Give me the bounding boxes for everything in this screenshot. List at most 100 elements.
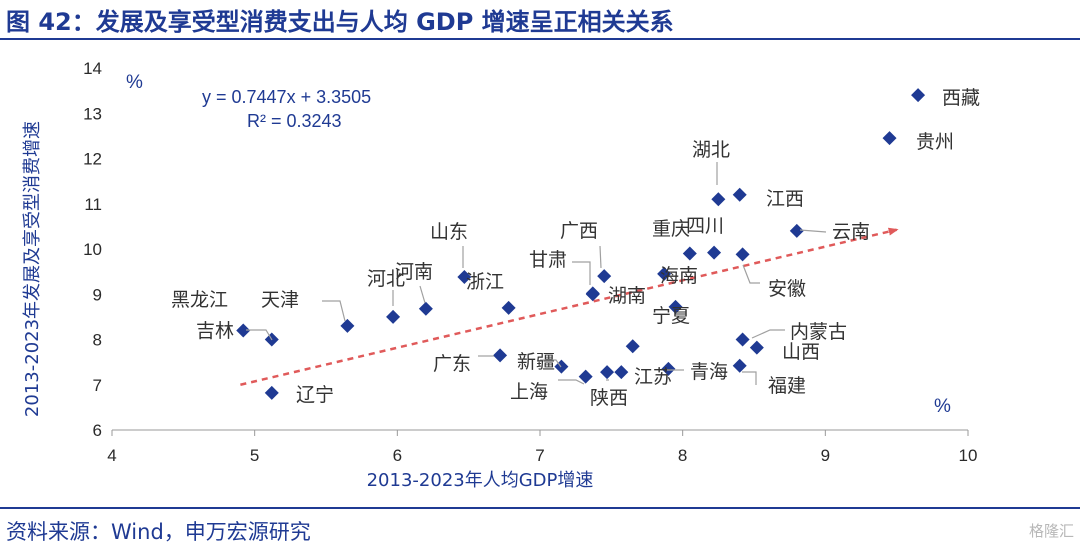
point-marker [732,358,747,373]
x-tick-label: 10 [959,446,978,465]
point-marker [264,385,279,400]
point-label: 福建 [768,375,806,397]
point-label: 西藏 [942,87,980,109]
x-tick-label: 9 [821,446,830,465]
point-marker [707,245,722,260]
point-marker [600,365,615,380]
point-marker [661,361,676,376]
leader-line [742,371,757,385]
point-marker [668,299,683,314]
point-label: 新疆 [517,351,555,373]
leader-line [572,261,591,285]
x-tick-label: 8 [678,446,687,465]
point-label: 广西 [560,220,598,242]
point-marker [657,266,672,281]
point-label: 重庆 [652,218,690,240]
point-marker [578,369,593,384]
leader-line [599,245,602,269]
point-label: 四川 [686,215,724,237]
x-tick-label: 5 [250,446,259,465]
leader-line [419,285,426,304]
point-label: 广东 [433,353,471,375]
footer-rule [0,507,1080,509]
point-marker [625,339,640,354]
point-marker [501,300,516,315]
point-label: 内蒙古 [790,321,847,343]
y-tick-label: 11 [84,195,102,214]
point-label: 海南 [660,265,698,287]
point-label: 山西 [782,341,820,363]
point-marker [418,301,433,316]
point-label: 吉林 [196,320,234,342]
point-label: 天津 [261,289,299,311]
x-tick-label: 7 [535,446,544,465]
point-label: 辽宁 [296,384,334,406]
point-label: 江苏 [634,366,672,388]
point-marker [236,323,251,338]
point-label: 贵州 [916,131,954,153]
point-marker [732,187,747,202]
point-marker [597,269,612,284]
title-rule [0,38,1080,40]
point-marker [789,223,804,238]
point-label: 湖北 [692,139,730,161]
x-tick-label: 6 [393,446,402,465]
y-tick-label: 10 [83,240,102,259]
y-tick-label: 13 [83,104,102,123]
point-label: 云南 [832,221,870,243]
point-label: 浙江 [466,271,504,293]
point-marker [882,131,897,146]
figure-title: 图 42：发展及享受型消费支出与人均 GDP 增速呈正相关关系 [6,8,674,36]
point-marker [585,286,600,301]
trendline-group [240,227,899,386]
point-label: 河南 [395,261,433,283]
leader-line [742,264,760,284]
regression-equation: y = 0.7447x + 3.3505 [202,87,371,107]
point-label: 青海 [690,361,728,383]
y-unit-label: % [126,72,143,93]
y-tick-label: 7 [93,376,102,395]
leader-line [540,359,562,368]
leader-line [558,379,585,385]
point-marker [386,309,401,324]
point-label: 黑龙江 [171,289,228,311]
leader-line [751,329,785,339]
point-marker [340,318,355,333]
x-tick-label: 4 [107,446,116,465]
point-label: 江西 [766,188,804,210]
y-tick-label: 6 [93,421,102,440]
point-marker [614,365,629,380]
source-note: 资料来源：Wind，申万宏源研究 [6,520,311,544]
point-label: 山东 [430,221,468,243]
scatter-chart: 4 5 6 7 8 9 10 6 7 8 9 10 11 12 13 14 2013-2023年人均GDP增速 2… [22,59,980,491]
point-label: 甘肃 [529,249,567,271]
point-label: 上海 [510,381,548,403]
point-label: 陕西 [590,387,628,409]
point-marker [749,340,764,355]
point-label: 湖南 [608,285,646,307]
y-axis-title: 2013-2023年发展及享受型消费增速 [22,121,43,417]
x-axis-title: 2013-2023年人均GDP增速 [367,470,594,491]
axes: 4 5 6 7 8 9 10 6 7 8 9 10 11 12 13 14 2013-2023年人均GDP增速 2… [22,59,977,491]
y-tick-label: 12 [83,150,102,169]
point-marker [711,192,726,207]
watermark-logo: 格隆汇 [1028,522,1074,540]
x-unit-label: % [934,396,951,417]
y-tick-label: 14 [83,59,102,78]
point-marker [682,246,697,261]
y-tick-label: 9 [93,285,102,304]
y-tick-label: 8 [93,331,102,350]
point-marker [735,247,750,262]
point-label: 安徽 [768,278,806,300]
r-squared-label: R² = 0.3243 [247,111,342,131]
leader-line [246,329,273,341]
point-label: 宁夏 [652,305,690,327]
leader-line [322,300,346,322]
point-marker [457,270,472,285]
point-marker [735,332,750,347]
leader-line [799,229,827,233]
point-marker [493,348,508,363]
point-marker [911,88,926,103]
points-group [236,88,926,400]
